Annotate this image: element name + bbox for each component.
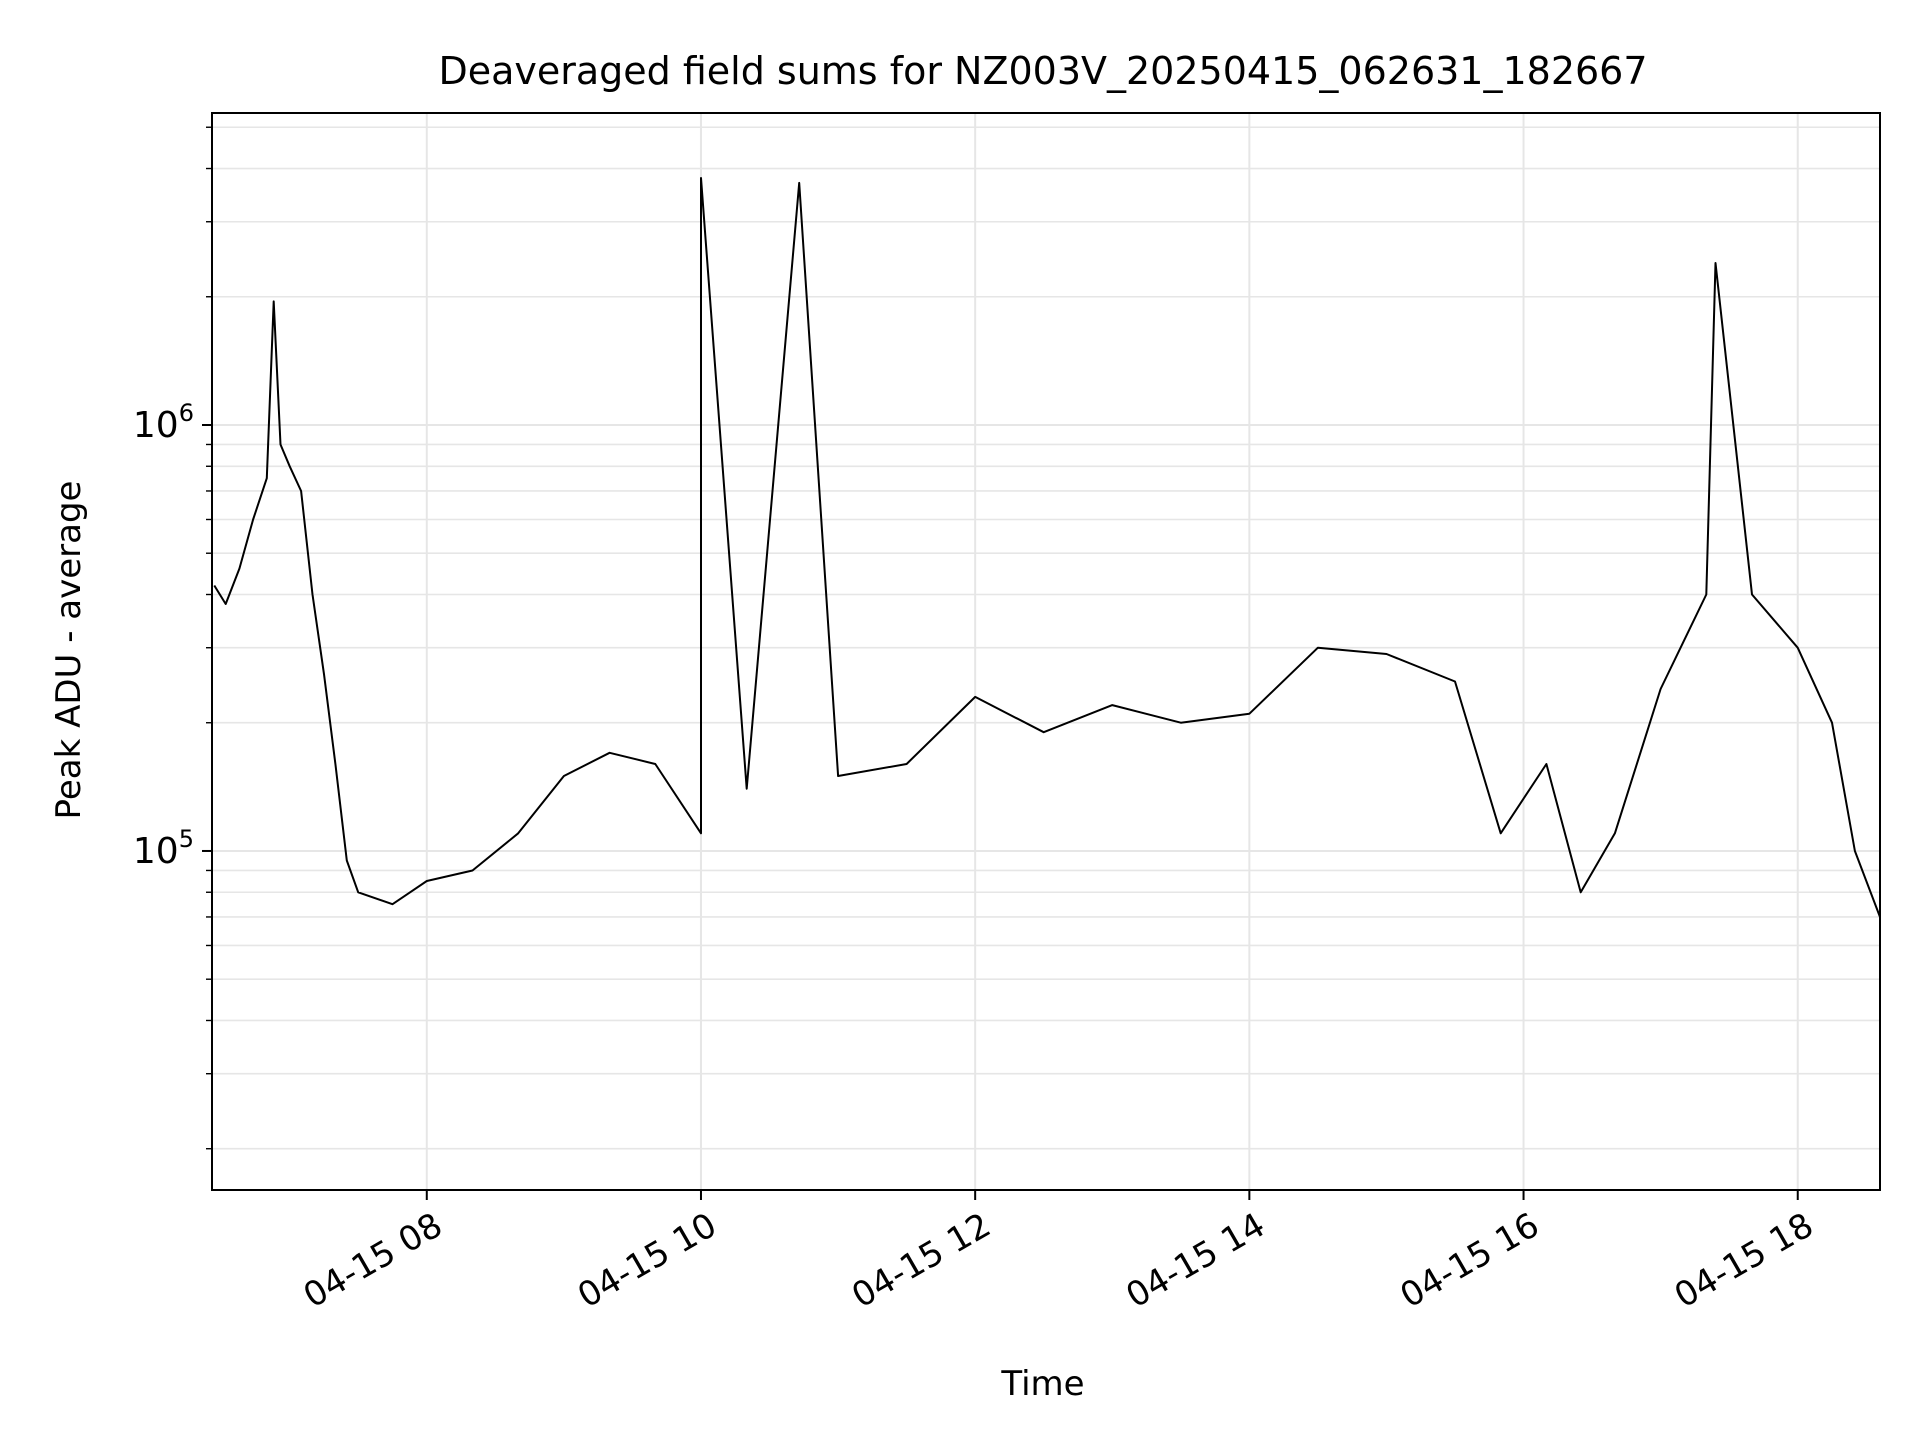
y-tick-label: 106 — [133, 399, 194, 446]
y-axis-ticks: 105 106 — [133, 126, 212, 1150]
grid — [212, 113, 1880, 1190]
y-tick-label: 105 — [133, 825, 194, 872]
chart-title: Deaveraged field sums for NZ003V_2025041… — [438, 49, 1647, 93]
series-line-layer — [213, 177, 1881, 918]
x-axis-label: Time — [1000, 1364, 1084, 1404]
axes-frame — [211, 112, 1881, 1191]
series-line — [213, 177, 1881, 918]
y-axis-label: Peak ADU - average — [49, 481, 89, 820]
